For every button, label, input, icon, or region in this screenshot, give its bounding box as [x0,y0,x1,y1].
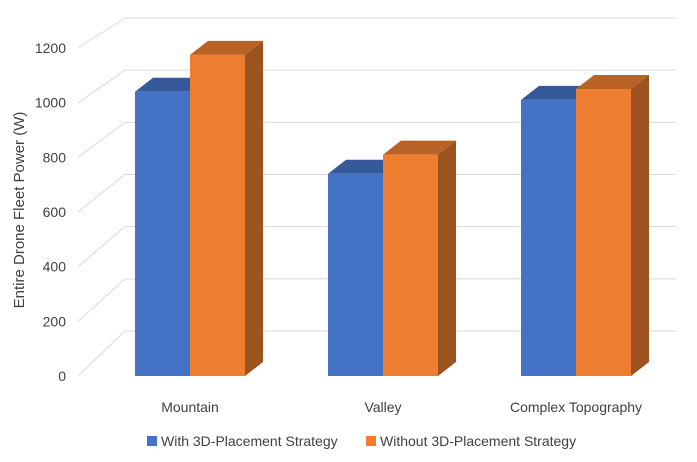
gridline-diagonal [77,278,126,322]
y-tick-label: 600 [43,204,67,220]
gridline-diagonal [77,330,126,377]
legend-item: With 3D-Placement Strategy [147,433,338,449]
bar [576,75,649,376]
bar-front [135,91,190,376]
bar [383,140,456,376]
legend-item: Without 3D-Placement Strategy [366,433,576,449]
y-tick-label: 1200 [35,40,66,56]
legend-swatch [366,436,376,446]
bar-side [245,40,263,376]
legend-swatch [147,436,157,446]
y-tick-label: 0 [58,368,66,384]
bar-front [383,154,438,376]
legend: With 3D-Placement Strategy Without 3D-Pla… [147,433,576,449]
x-axis-categories: Mountain Valley Complex Topography [161,399,642,415]
legend-label: Without 3D-Placement Strategy [380,433,576,449]
gridline-diagonal [77,174,126,213]
bar-front [521,99,576,376]
bar-top [383,140,456,155]
y-tick-label: 400 [43,259,67,275]
y-tick-label: 200 [43,313,67,329]
y-tick-label: 1000 [35,95,66,111]
gridline-diagonal [77,17,126,49]
y-axis-label: Entire Drone Fleet Power (W) [11,112,28,309]
y-tick-label: 800 [43,149,67,165]
bar-top [576,75,649,89]
bar-top [135,77,208,92]
bars [135,40,649,376]
bar-top [190,40,263,55]
gridline-diagonal [77,226,126,268]
bar-side [631,75,649,376]
bar-top [521,85,594,100]
bar-front [328,173,383,376]
y-axis-ticks: 0 200 400 600 800 1000 1200 [35,40,66,384]
x-category-label: Complex Topography [510,399,642,415]
bar [190,40,263,376]
bar-top [328,159,401,174]
gridline-diagonal [77,121,126,158]
bar-front [576,89,631,376]
legend-label: With 3D-Placement Strategy [161,433,338,449]
bar-side [438,140,456,376]
bar-front [190,54,245,376]
x-category-label: Valley [364,399,401,415]
gridline-diagonal [77,69,126,104]
x-category-label: Mountain [161,399,219,415]
